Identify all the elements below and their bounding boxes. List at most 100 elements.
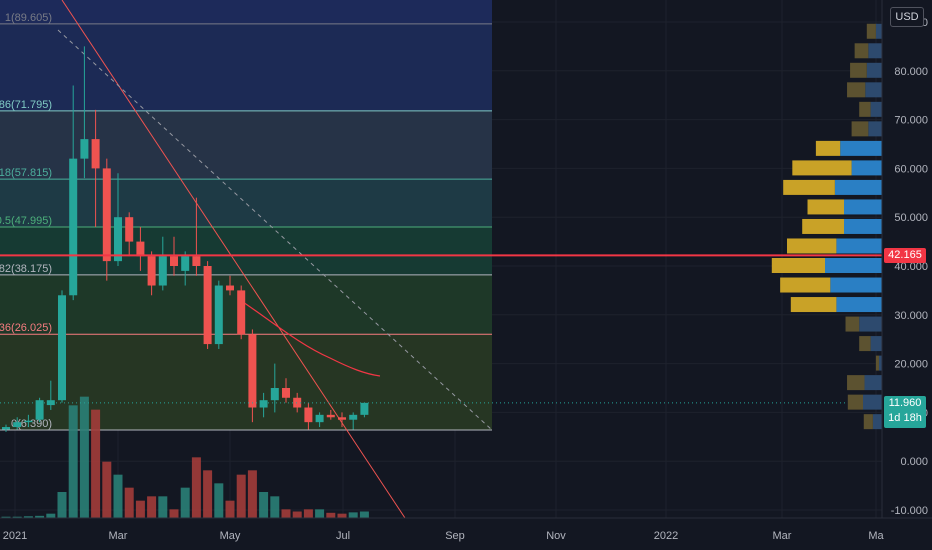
candle-body bbox=[315, 414, 324, 423]
volume-bar bbox=[315, 509, 325, 518]
candle-body bbox=[125, 217, 134, 242]
last-price-badge: 11.960 1d 18h bbox=[884, 396, 926, 428]
volume-profile-down-bar bbox=[865, 82, 882, 98]
volume-profile-up-bar bbox=[851, 121, 869, 137]
candle-body bbox=[293, 397, 302, 408]
volume-profile-up-bar bbox=[854, 43, 869, 59]
volume-profile-down-bar bbox=[863, 394, 882, 410]
candle-body bbox=[181, 256, 190, 271]
volume-bar bbox=[23, 516, 33, 518]
volume-profile-down-bar bbox=[844, 218, 882, 234]
volume-bar bbox=[35, 515, 45, 518]
volume-bar bbox=[281, 509, 291, 518]
volume-bar bbox=[348, 512, 358, 518]
volume-bar bbox=[247, 470, 257, 518]
fib-level-label: 0.5(47.995) bbox=[0, 215, 52, 227]
volume-profile-down-bar bbox=[868, 43, 882, 59]
volume-bar bbox=[214, 483, 224, 518]
candle-body bbox=[91, 139, 100, 169]
candle-body bbox=[80, 139, 89, 159]
price-axis-tick-label: 40.000 bbox=[894, 261, 928, 273]
volume-bar bbox=[79, 396, 89, 518]
volume-profile-down-bar bbox=[836, 238, 882, 254]
fib-zone bbox=[0, 23, 492, 111]
volume-bar bbox=[147, 496, 157, 518]
candle-body bbox=[13, 422, 22, 428]
volume-bar bbox=[46, 513, 56, 518]
currency-button[interactable]: USD bbox=[890, 7, 924, 27]
price-axis-tick-label: 0.000 bbox=[900, 456, 928, 468]
candle-body bbox=[136, 241, 145, 257]
volume-bar bbox=[359, 511, 369, 518]
candle-body bbox=[69, 158, 78, 296]
fib-level-label: 0.236(26.025) bbox=[0, 322, 52, 334]
candle-body bbox=[360, 402, 369, 415]
volume-profile-down-bar bbox=[834, 179, 882, 195]
volume-profile-up-bar bbox=[847, 82, 866, 98]
fib-zone bbox=[0, 226, 492, 275]
volume-bar bbox=[225, 500, 235, 518]
time-axis-tick-label: Sep bbox=[445, 530, 465, 542]
volume-profile-up-bar bbox=[771, 258, 825, 273]
volume-bar bbox=[203, 470, 213, 518]
volume-profile-down-bar bbox=[859, 316, 882, 332]
candle-body bbox=[192, 256, 201, 266]
volume-profile-down-bar bbox=[825, 258, 882, 273]
time-axis-tick-label: Mar bbox=[773, 530, 792, 542]
volume-bar bbox=[102, 461, 112, 518]
horizontal-line-price-badge: 42.165 bbox=[884, 248, 926, 263]
volume-profile-up-bar bbox=[792, 160, 852, 176]
fib-level-label: 0.618(57.815) bbox=[0, 167, 52, 179]
volume-bar bbox=[113, 474, 123, 518]
volume-bar bbox=[68, 405, 78, 518]
volume-profile-up-bar bbox=[859, 336, 871, 352]
candle-body bbox=[147, 256, 156, 286]
candle-body bbox=[270, 388, 279, 401]
volume-profile-up-bar bbox=[847, 394, 863, 410]
volume-profile-down-bar bbox=[866, 62, 882, 78]
price-axis-tick-label: -10.000 bbox=[891, 505, 928, 517]
volume-profile-down-bar bbox=[851, 160, 882, 176]
volume-profile-up-bar bbox=[790, 297, 837, 313]
candle-body bbox=[338, 417, 346, 420]
volume-profile-up-bar bbox=[845, 316, 860, 332]
price-axis-tick-label: 30.000 bbox=[894, 310, 928, 322]
volume-profile-up-bar bbox=[866, 23, 876, 39]
time-axis-tick-label: Mar bbox=[109, 530, 128, 542]
volume-bar bbox=[57, 492, 67, 518]
volume-bar bbox=[191, 457, 201, 518]
volume-profile-up-bar bbox=[847, 375, 865, 391]
volume-bar bbox=[158, 496, 168, 518]
volume-profile-up-bar bbox=[863, 414, 873, 430]
volume-bar bbox=[270, 496, 280, 518]
volume-profile-up-bar bbox=[815, 140, 841, 156]
volume-bar bbox=[135, 500, 145, 518]
time-axis-tick-label: Nov bbox=[546, 530, 566, 542]
time-axis-tick-label: Jul bbox=[336, 530, 350, 542]
volume-profile-up-bar bbox=[850, 62, 867, 78]
candle-body bbox=[248, 334, 257, 408]
volume-bar bbox=[337, 513, 347, 518]
candle-body bbox=[259, 400, 268, 408]
time-axis-tick-label: 2022 bbox=[654, 530, 678, 542]
volume-profile-up-bar bbox=[875, 355, 879, 371]
candle-body bbox=[102, 168, 111, 262]
dashed-trend-line bbox=[57, 29, 493, 431]
candle-body bbox=[226, 285, 234, 291]
volume-profile-down-bar bbox=[830, 277, 882, 293]
volume-bar bbox=[303, 509, 313, 518]
volume-bar bbox=[1, 516, 11, 518]
volume-bar bbox=[236, 474, 246, 518]
volume-bar bbox=[169, 509, 179, 518]
moving-average-line bbox=[239, 299, 381, 377]
volume-profile-up-bar bbox=[783, 179, 835, 195]
volume-profile-down-bar bbox=[872, 414, 882, 430]
fib-level-label: 1(89.605) bbox=[5, 12, 52, 24]
price-axis-tick-label: 80.000 bbox=[894, 66, 928, 78]
time-axis-tick-label: Ma bbox=[868, 530, 884, 542]
price-axis-tick-label: 60.000 bbox=[894, 163, 928, 175]
candle-body bbox=[282, 388, 290, 398]
volume-bar bbox=[292, 511, 302, 518]
candle-body bbox=[24, 420, 33, 423]
